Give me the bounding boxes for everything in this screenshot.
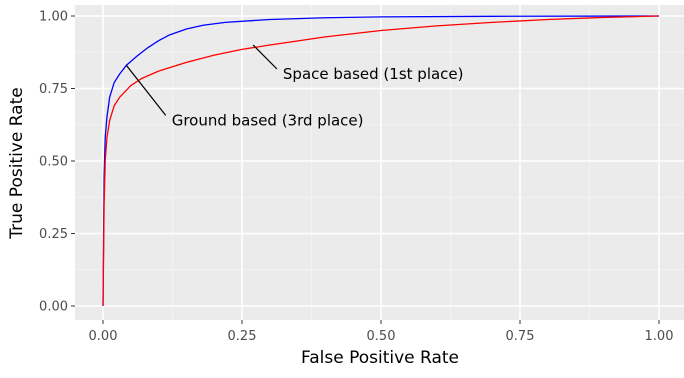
annotation-leader-line [125,64,167,116]
x-tick-label: 1.00 [645,329,674,344]
x-axis-label: False Positive Rate [301,348,459,368]
y-tick-label: 0.75 [39,82,68,97]
y-tick-label: 0.50 [39,155,68,170]
x-tick-label: 0.75 [506,329,535,344]
axis-layer: 0.00 0.25 0.50 0.75 1.00 0.00 0.25 0.50 0.75 1.00 [39,10,673,345]
x-tick-label: 0.50 [367,329,396,344]
space-based-label: Space based (1st place) [283,65,464,83]
ground-based-roc-curve [102,15,660,307]
y-axis-label: True Positive Rate [7,87,27,239]
major-gridlines [75,5,684,320]
y-tick-label: 0.00 [39,300,68,315]
series-layer [102,15,660,307]
ground-based-label: Ground based (3rd place) [172,111,364,129]
x-tick-label: 0.00 [89,329,118,344]
annotation-leader-line [252,44,278,70]
space-based-roc-curve [102,15,660,307]
y-tick-label: 1.00 [39,10,68,25]
plot-panel [75,5,684,320]
annotation-layer: Space based (1st place) Ground based (3rd… [125,44,464,129]
y-tick-label: 0.25 [39,227,68,242]
x-tick-label: 0.25 [228,329,257,344]
